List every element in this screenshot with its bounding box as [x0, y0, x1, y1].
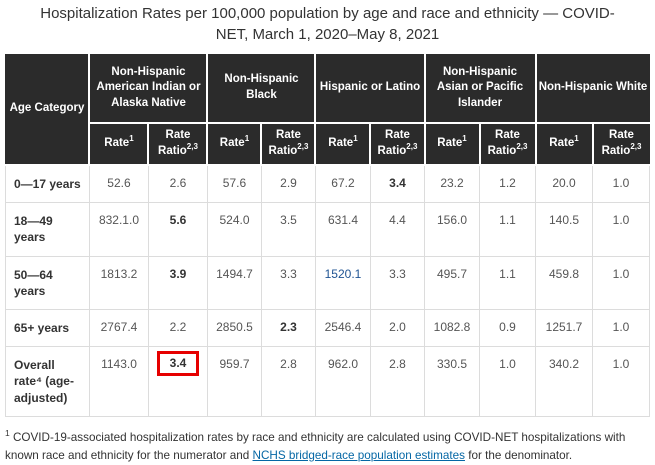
- rate-cell: 2.8: [260, 346, 316, 417]
- row-header-age: 50—64 years: [4, 255, 90, 310]
- rate-cell: 962.0: [314, 346, 371, 417]
- group-header-row: Age Category Non-Hispanic American India…: [5, 54, 650, 166]
- col-group-white: Non-Hispanic White: [534, 54, 650, 124]
- rate-cell: 2.8: [369, 346, 426, 417]
- rate-cell: 2546.4: [314, 308, 371, 348]
- rate-cell: 2.6: [147, 164, 208, 204]
- rate-cell: 1.0: [592, 202, 650, 257]
- rate-cell: 1082.8: [424, 308, 480, 348]
- col-header-rate: Rate1: [314, 122, 372, 166]
- rate-cell: 140.5: [535, 202, 593, 257]
- highlight-red-box: 3.4: [156, 351, 200, 377]
- rate-cell: 340.2: [535, 346, 593, 417]
- col-header-rate-ratio: Rate Ratio2,3: [478, 122, 537, 166]
- row-header-age: 18—49 years: [4, 202, 90, 257]
- rate-cell: 4.4: [369, 202, 426, 257]
- rate-cell: 2850.5: [206, 308, 262, 348]
- rate-cell: 1.0: [592, 346, 650, 417]
- col-header-rate-ratio: Rate Ratio2,3: [369, 122, 426, 166]
- footnote-superscript: 1: [5, 427, 10, 438]
- row-header-age: 65+ years: [4, 308, 90, 348]
- rate-cell: 67.2: [314, 164, 371, 204]
- rate-cell: 832.1.0: [88, 202, 149, 257]
- col-header-rate-ratio: Rate Ratio2,3: [591, 122, 650, 166]
- table-row: 18—49 years 832.1.0 5.6 524.0 3.5 631.4 4.4 156…: [4, 202, 650, 257]
- col-header-rate-ratio: Rate Ratio2,3: [147, 122, 209, 166]
- rate-cell: 3.4: [369, 164, 426, 204]
- rate-cell: 3.9: [147, 255, 208, 310]
- col-header-rate: Rate1: [206, 122, 263, 166]
- table-row: 65+ years 2767.4 2.2 2850.5 2.3 2546.4 2.0 1082…: [4, 308, 650, 348]
- rate-cell: 1.2: [479, 164, 536, 204]
- rate-cell: 5.6: [147, 202, 208, 257]
- rate-cell: 2.3: [260, 308, 316, 348]
- rate-cell: 2.9: [260, 164, 316, 204]
- rate-cell: 57.6: [206, 164, 262, 204]
- rate-cell: 631.4: [314, 202, 371, 257]
- rate-cell: 2767.4: [88, 308, 149, 348]
- rate-cell: 3.5: [260, 202, 316, 257]
- rate-cell: 524.0: [206, 202, 262, 257]
- rate-cell: 495.7: [424, 255, 480, 310]
- rate-cell: 1494.7: [206, 255, 262, 310]
- rate-cell: 1520.1: [314, 255, 371, 310]
- hospitalization-rates-table: Age Category Non-Hispanic American India…: [4, 54, 650, 417]
- rate-cell: 3.4: [147, 346, 208, 417]
- rate-cell: 459.8: [535, 255, 593, 310]
- footnote-text-after: for the denominator.: [464, 448, 573, 462]
- col-header-rate: Rate1: [534, 122, 594, 166]
- table-row: 50—64 years 1813.2 3.9 1494.7 3.3 1520.1 3.3 49…: [4, 255, 650, 310]
- col-header-age: Age Category: [5, 54, 91, 166]
- col-header-rate-ratio: Rate Ratio2,3: [260, 122, 317, 166]
- rate-cell: 1143.0: [88, 346, 149, 417]
- col-group-black: Non-Hispanic Black: [206, 54, 317, 124]
- rate-cell: 1251.7: [535, 308, 593, 348]
- rate-cell: 1.0: [479, 346, 536, 417]
- col-group-asian-pi: Non-Hispanic Asian or Pacific Islander: [423, 54, 537, 124]
- rate-cell: 1.0: [592, 164, 650, 204]
- rate-cell: 156.0: [424, 202, 480, 257]
- rate-cell: 1.0: [592, 255, 650, 310]
- rate-cell: 1.0: [592, 308, 650, 348]
- rate-cell: 52.6: [88, 164, 149, 204]
- rate-cell: 0.9: [479, 308, 536, 348]
- rate-cell: 23.2: [424, 164, 480, 204]
- rate-cell: 1.1: [479, 255, 536, 310]
- col-header-rate: Rate1: [88, 122, 150, 166]
- table-body: 0—17 years 52.6 2.6 57.6 2.9 67.2 3.4 23.2 1.2 20…: [4, 164, 650, 417]
- table-row: Overall rate⁴ (age-adjusted) 1143.0 3.4 959…: [4, 346, 650, 417]
- rate-cell: 1.1: [479, 202, 536, 257]
- rate-cell: 1813.2: [88, 255, 149, 310]
- rate-cell: 3.3: [369, 255, 426, 310]
- rate-cell: 959.7: [206, 346, 262, 417]
- rate-cell: 20.0: [535, 164, 593, 204]
- page-title: Hospitalization Rates per 100,000 popula…: [40, 5, 615, 43]
- col-group-hispanic: Hispanic or Latino: [314, 54, 426, 124]
- col-group-ai-an: Non-Hispanic American Indian or Alaska N…: [88, 54, 209, 124]
- col-header-rate: Rate1: [423, 122, 481, 166]
- row-header-age: Overall rate⁴ (age-adjusted): [4, 346, 90, 417]
- nchs-bridged-race-link[interactable]: NCHS bridged-race population estimates: [252, 448, 465, 462]
- rate-cell: 2.0: [369, 308, 426, 348]
- footnote: 1 COVID-19-associated hospitalization ra…: [5, 427, 650, 465]
- rate-cell: 2.2: [147, 308, 208, 348]
- rate-cell: 330.5: [424, 346, 480, 417]
- subheader-row: Rate1 Rate Ratio2,3 Rate1 Rate Ratio2,3 …: [5, 122, 650, 166]
- table-row: 0—17 years 52.6 2.6 57.6 2.9 67.2 3.4 23.2 1.2 20…: [4, 164, 650, 204]
- rate-cell: 3.3: [260, 255, 316, 310]
- row-header-age: 0—17 years: [4, 164, 90, 204]
